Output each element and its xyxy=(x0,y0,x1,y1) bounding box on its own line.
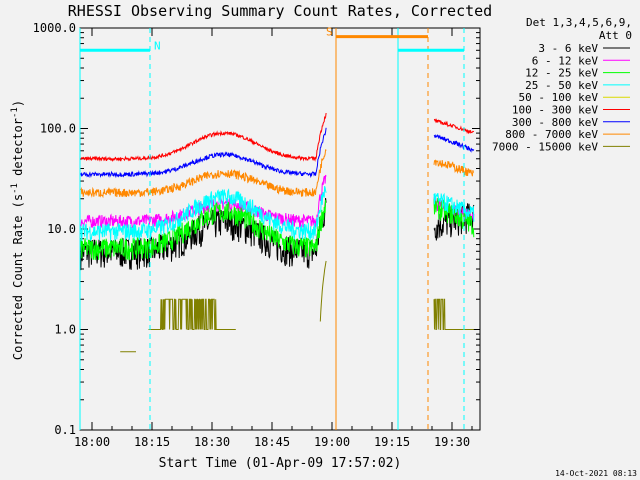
series-line xyxy=(80,185,327,242)
y-tick-label: 100.0 xyxy=(40,122,76,136)
series-line xyxy=(80,149,327,199)
y-label-part2: detector xyxy=(11,118,25,183)
y-tick-label: 1000.0 xyxy=(33,21,76,35)
series-line xyxy=(80,112,327,162)
y-tick-label: 10.0 xyxy=(47,222,76,236)
y-label-part1: Corrected Count Rate (s xyxy=(11,194,25,360)
legend-label: 25 - 50 keV xyxy=(525,79,598,92)
x-tick-label: 18:45 xyxy=(254,435,290,449)
series-line-post xyxy=(433,192,475,222)
y-tick-label: 1.0 xyxy=(54,323,76,337)
legend-label: 12 - 25 keV xyxy=(525,67,598,80)
series-line-post xyxy=(433,203,475,241)
annotation-label: S xyxy=(326,26,333,39)
annotation-label: N xyxy=(154,39,161,52)
legend-label: 50 - 100 keV xyxy=(519,91,599,104)
x-tick-label: 18:30 xyxy=(194,435,230,449)
x-tick-label: 19:30 xyxy=(434,435,470,449)
legend-label: 100 - 300 keV xyxy=(512,104,598,117)
series-line-post xyxy=(433,133,475,153)
series-line-post xyxy=(433,196,475,238)
series-line-post xyxy=(433,118,475,135)
series-line xyxy=(80,174,327,229)
y-label-sup2: -1 xyxy=(10,107,20,118)
chart-title: RHESSI Observing Summary Count Rates, Co… xyxy=(68,2,492,20)
series-line xyxy=(80,127,327,179)
y-label-sup1: -1 xyxy=(10,183,20,194)
series-line-post xyxy=(433,159,475,177)
series-line xyxy=(80,199,327,261)
footer-date: 14-Oct-2021 08:13 xyxy=(555,469,637,478)
x-tick-label: 19:15 xyxy=(374,435,410,449)
legend-header-att: Att 0 xyxy=(599,29,632,42)
series-line-post xyxy=(433,298,474,330)
y-axis-label: Corrected Count Rate (s-1 detector-1) xyxy=(10,100,25,360)
series-line xyxy=(120,260,327,353)
legend-label: 6 - 12 keV xyxy=(532,54,599,67)
x-tick-label: 18:15 xyxy=(134,435,170,449)
x-tick-label: 18:00 xyxy=(74,435,110,449)
series-line xyxy=(80,197,327,271)
legend-label: 800 - 7000 keV xyxy=(505,128,598,141)
legend-label: 300 - 800 keV xyxy=(512,116,598,129)
x-tick-label: 19:00 xyxy=(314,435,350,449)
legend-label: 3 - 6 keV xyxy=(538,42,598,55)
legend-header: Det 1,3,4,5,6,9, xyxy=(526,16,632,29)
x-axis-label: Start Time (01-Apr-09 17:57:02) xyxy=(159,456,402,471)
y-label-part3: ) xyxy=(11,100,25,107)
plot-area: 18:00 18:15 18:30 18:45 19:00 19:15 19:30 0.1 1.… xyxy=(33,21,481,449)
y-tick-label: 0.1 xyxy=(54,423,76,437)
legend-label: 7000 - 15000 keV xyxy=(492,140,598,153)
